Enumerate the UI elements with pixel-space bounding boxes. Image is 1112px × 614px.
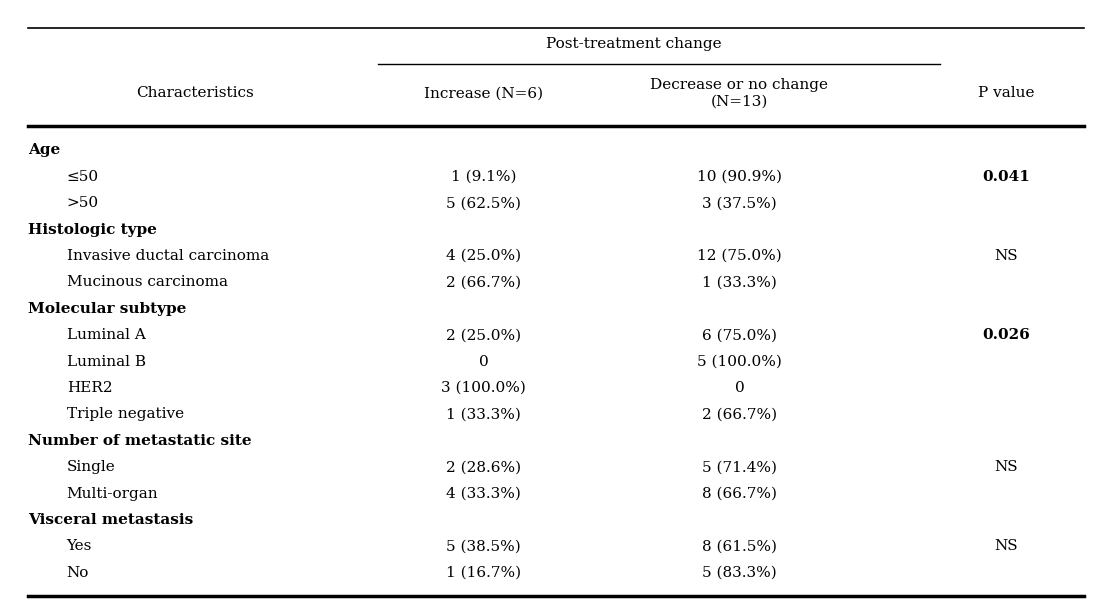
Text: Decrease or no change
(N=13): Decrease or no change (N=13) — [651, 78, 828, 109]
Text: Luminal B: Luminal B — [67, 355, 146, 368]
Text: Single: Single — [67, 460, 116, 474]
Text: Triple negative: Triple negative — [67, 408, 183, 421]
Text: 12 (75.0%): 12 (75.0%) — [697, 249, 782, 263]
Text: 2 (66.7%): 2 (66.7%) — [702, 408, 777, 421]
Text: 1 (33.3%): 1 (33.3%) — [446, 408, 522, 421]
Text: 2 (66.7%): 2 (66.7%) — [446, 276, 522, 289]
Text: 5 (71.4%): 5 (71.4%) — [702, 460, 777, 474]
Text: Number of metastatic site: Number of metastatic site — [28, 434, 251, 448]
Text: 10 (90.9%): 10 (90.9%) — [697, 170, 782, 184]
Text: 8 (66.7%): 8 (66.7%) — [702, 487, 777, 500]
Text: Characteristics: Characteristics — [136, 87, 254, 100]
Text: P value: P value — [979, 87, 1034, 100]
Text: 0.041: 0.041 — [982, 170, 1031, 184]
Text: 1 (16.7%): 1 (16.7%) — [446, 566, 522, 580]
Text: 5 (100.0%): 5 (100.0%) — [697, 355, 782, 368]
Text: 2 (25.0%): 2 (25.0%) — [446, 328, 522, 342]
Text: NS: NS — [994, 249, 1019, 263]
Text: 5 (38.5%): 5 (38.5%) — [446, 540, 522, 553]
Text: No: No — [67, 566, 89, 580]
Text: Mucinous carcinoma: Mucinous carcinoma — [67, 276, 228, 289]
Text: NS: NS — [994, 540, 1019, 553]
Text: >50: >50 — [67, 196, 99, 210]
Text: ≤50: ≤50 — [67, 170, 99, 184]
Text: 0: 0 — [479, 355, 488, 368]
Text: 3 (100.0%): 3 (100.0%) — [441, 381, 526, 395]
Text: Multi-organ: Multi-organ — [67, 487, 158, 500]
Text: Age: Age — [28, 144, 60, 157]
Text: Luminal A: Luminal A — [67, 328, 146, 342]
Text: Molecular subtype: Molecular subtype — [28, 302, 186, 316]
Text: 1 (33.3%): 1 (33.3%) — [702, 276, 777, 289]
Text: 4 (25.0%): 4 (25.0%) — [446, 249, 522, 263]
Text: 4 (33.3%): 4 (33.3%) — [446, 487, 522, 500]
Text: 0: 0 — [735, 381, 744, 395]
Text: 8 (61.5%): 8 (61.5%) — [702, 540, 777, 553]
Text: Visceral metastasis: Visceral metastasis — [28, 513, 193, 527]
Text: 3 (37.5%): 3 (37.5%) — [702, 196, 777, 210]
Text: Increase (N=6): Increase (N=6) — [424, 87, 544, 100]
Text: Yes: Yes — [67, 540, 92, 553]
Text: 5 (83.3%): 5 (83.3%) — [702, 566, 777, 580]
Text: 5 (62.5%): 5 (62.5%) — [446, 196, 522, 210]
Text: Histologic type: Histologic type — [28, 223, 157, 236]
Text: NS: NS — [994, 460, 1019, 474]
Text: HER2: HER2 — [67, 381, 112, 395]
Text: 1 (9.1%): 1 (9.1%) — [451, 170, 516, 184]
Text: Invasive ductal carcinoma: Invasive ductal carcinoma — [67, 249, 269, 263]
Text: 6 (75.0%): 6 (75.0%) — [702, 328, 777, 342]
Text: Post-treatment change: Post-treatment change — [546, 37, 722, 51]
Text: 2 (28.6%): 2 (28.6%) — [446, 460, 522, 474]
Text: 0.026: 0.026 — [983, 328, 1030, 342]
